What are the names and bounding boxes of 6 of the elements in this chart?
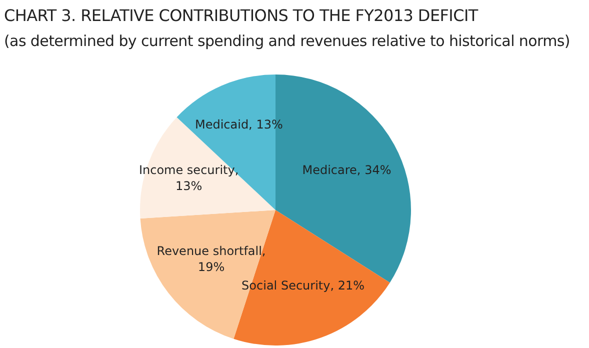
chart-subtitle: (as determined by current spending and revenues relative to historical norms)	[4, 32, 570, 50]
slice-label: Medicaid, 13%	[194, 118, 283, 132]
slice-label: Revenue shortfall, 19%	[156, 244, 266, 274]
chart-title: CHART 3. RELATIVE CONTRIBUTIONS TO THE FY2013 DEFICIT	[4, 6, 478, 25]
slice-label: Social Security, 21%	[242, 278, 365, 293]
slice-label: Medicare, 34%	[302, 162, 392, 177]
